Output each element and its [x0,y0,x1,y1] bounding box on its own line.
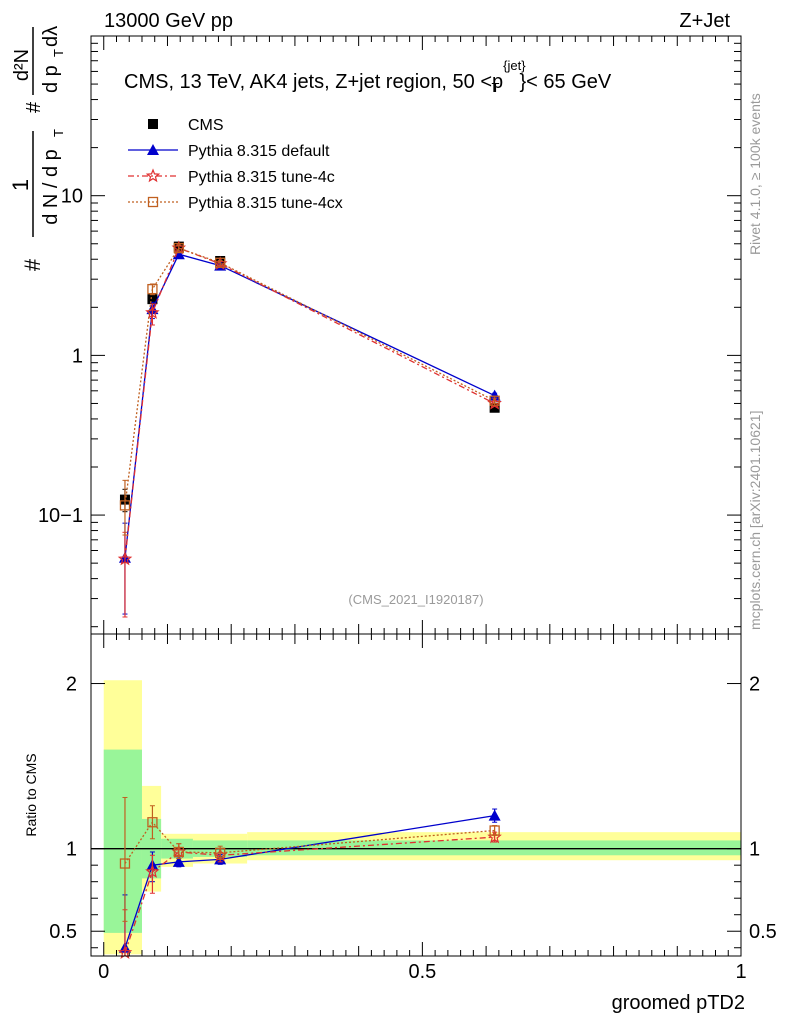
ratio-y-tick-label-right: 2 [749,674,760,696]
ylabel-frac-num: 1 [8,179,33,191]
main-series [117,240,502,618]
ylabel-dpt: d p [40,65,62,93]
main-x-ticks [103,36,742,634]
ylabel-frac-den: d N / d p [40,149,62,225]
legend-label-tune4c: Pythia 8.315 tune-4c [188,169,335,186]
ratio-y-tick-label-left: 1 [66,839,77,861]
rivet-version-label: Rivet 4.1.0, ≥ 100k events [747,93,763,255]
ratio-series [117,796,502,959]
ratio-point-default-marker [172,855,185,867]
main-point-cms-marker [147,294,158,305]
ratio-x-tick-label: 1 [735,961,746,983]
ylabel-dlambda: dλ [40,26,62,47]
legend-default-marker [147,144,159,155]
ratio-point-tune4c-marker [117,945,133,959]
ratio-band-inner [247,840,742,856]
chart-title-sup: {jet} [503,58,526,73]
ratio-tune4c-line [124,836,495,953]
ratio-point-default-marker [488,809,501,821]
ratio-band-inner [103,749,142,933]
ylabel-hash-left: # [20,258,45,271]
main-tune4c-line [124,247,495,560]
ratio-x-tick-label: 0 [98,961,109,983]
ylabel-sub-t-1: T [51,129,66,137]
ratio-y-tick-label-left: 2 [66,674,77,696]
chart-title: CMS, 13 TeV, AK4 jets, Z+jet region, 50 … [124,58,612,95]
ratio-uncertainty-bands [103,680,742,955]
main-point-tune4c-marker [145,305,160,319]
ratio-y-tick-label-left: 0.5 [49,921,77,943]
main-y-tick-label: 1 [72,345,83,367]
ratio-x-ticks: 0 0.5 1 [98,634,747,983]
ylabel-d2n: d²N [11,49,33,81]
ratio-minor-ticks [91,683,741,949]
chart-title-prefix: CMS, 13 TeV, AK4 jets, Z+jet region, 50 … [124,71,503,93]
main-point-tune4cx-marker [489,395,500,406]
main-default-line [124,253,495,558]
source-label: mcplots.cern.ch [arXiv:2401.10621] [747,411,763,630]
ratio-plot-panel: 0.5 0.51 12 2 0 0.5 1 [49,633,777,983]
main-minor-ticks [91,42,741,628]
ratio-tune4cx-line [124,821,495,864]
main-y-axis-label: # 1 d N / d p T # d²N d p T dλ [8,26,66,271]
ratio-point-tune4cx-marker [173,846,184,858]
ratio-point-tune4cx-marker [147,817,158,828]
main-point-tune4cx-marker [173,242,184,254]
main-tune4cx-line [124,247,495,506]
main-y-tick-label: 10−1 [38,505,83,527]
ratio-y-ticks: 0.5 0.5 1 1 2 2 [49,674,777,944]
ratio-y-tick-label-right: 1 [749,839,760,861]
main-point-tune4cx-marker [215,257,226,268]
main-point-cms-marker [489,402,500,413]
legend-tune4cx-marker [147,196,159,208]
ratio-point-tune4c-marker [145,864,160,878]
ratio-point-tune4cx-marker [119,858,131,869]
x-axis-label: groomed pTD2 [612,992,745,1014]
ylabel-hash-mid: # [23,101,45,113]
ratio-point-tune4cx-marker [489,825,500,836]
legend-cms-marker [148,119,158,129]
legend-label-cms: CMS [188,117,224,134]
main-point-tune4cx-marker [147,283,158,295]
main-plot-panel: 10 1 10−1 CMS, 13 TeV, AK4 jets, Z+jet reg… [38,35,742,635]
main-y-tick-label: 10 [61,186,83,208]
ratio-y-tick-label-right: 0.5 [749,921,777,943]
header-left: 13000 GeV pp [104,10,233,32]
main-point-tune4cx-marker [119,500,131,511]
legend: CMS Pythia 8.315 default Pythia 8.315 tune… [128,117,343,212]
ratio-y-axis-label: Ratio to CMS [23,753,39,836]
analysis-watermark: (CMS_2021_I1920187) [348,592,483,607]
main-point-tune4c-marker [117,551,133,566]
main-y-ticks: 10 1 10−1 [38,186,83,527]
chart-title-suffix: }< 65 GeV [520,71,612,93]
header-right: Z+Jet [679,10,730,32]
main-point-default-marker [488,389,501,401]
ratio-plot-frame [90,633,742,957]
ratio-point-tune4cx-marker [215,847,226,858]
ylabel-sub-t-2: T [51,49,66,57]
ratio-x-tick-label: 0.5 [408,961,436,983]
legend-label-tune4cx: Pythia 8.315 tune-4cx [188,195,343,212]
legend-label-default: Pythia 8.315 default [188,143,330,160]
chart-title-sub: T [492,80,500,95]
legend-tune4c-marker [145,168,161,183]
